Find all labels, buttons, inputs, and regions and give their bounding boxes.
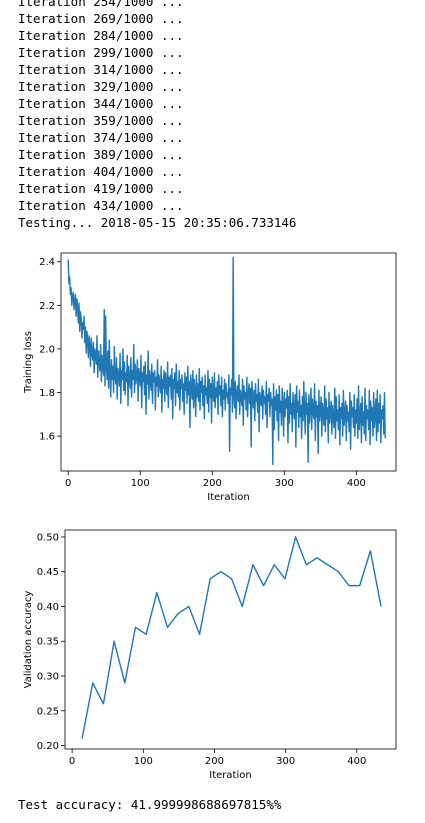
y-tick-label: 1.8 (39, 388, 55, 399)
log-line: Iteration 434/1000 ... (18, 198, 184, 213)
training-loss-plot: 0 100 200 300 400 1.6 1.8 2.0 2.2 2.4 Iteration Tra… (0, 246, 425, 508)
x-tick-label: 0 (69, 756, 75, 767)
plot-frame (64, 529, 397, 750)
log-line: Iteration 419/1000 ... (18, 181, 184, 196)
log-line: Iteration 329/1000 ... (18, 79, 184, 94)
y-tick-label: 2.4 (39, 257, 55, 268)
log-line: Iteration 374/1000 ... (18, 130, 184, 145)
validation-accuracy-chart: 0 100 200 300 400 0.20 0.25 0.30 0.35 0.40 0.45 0.5… (23, 529, 397, 781)
series-line (81, 536, 382, 739)
log-line: Iteration 404/1000 ... (18, 164, 184, 179)
x-tick-label: 300 (276, 756, 295, 767)
log-lines: Iteration 254/1000 ... Iteration 269/1000… (18, 0, 296, 231)
y-tick-label: 0.30 (37, 672, 59, 683)
y-tick-label: 1.6 (39, 432, 55, 443)
y-axis-label: Training loss (23, 331, 34, 394)
y-tick-label: 0.50 (37, 532, 59, 543)
log-line: Iteration 254/1000 ... (18, 0, 184, 9)
x-axis-label: Iteration (207, 492, 249, 503)
x-axis-label: Iteration (209, 770, 251, 781)
series-line (67, 256, 386, 466)
x-tick-label: 200 (205, 756, 224, 767)
log-line: Iteration 299/1000 ... (18, 45, 184, 60)
log-line: Iteration 359/1000 ... (18, 113, 184, 128)
y-tick-label: 2.2 (39, 301, 55, 312)
y-tick-label: 0.35 (37, 637, 59, 648)
log-line: Iteration 269/1000 ... (18, 11, 184, 26)
x-tick-label: 400 (347, 756, 366, 767)
log-line: Iteration 344/1000 ... (18, 96, 184, 111)
x-tick-label: 100 (131, 478, 150, 489)
x-tick-label: 0 (65, 478, 71, 489)
y-tick-label: 0.45 (37, 567, 59, 578)
log-line: Testing... 2018-05-15 20:35:06.733146 (18, 215, 297, 230)
training-loss-chart: 0 100 200 300 400 1.6 1.8 2.0 2.2 2.4 Iteration Tra… (23, 252, 397, 503)
y-tick-label: 0.20 (37, 741, 59, 752)
x-tick-label: 400 (347, 478, 366, 489)
y-tick-label: 0.40 (37, 602, 59, 613)
validation-accuracy-plot: 0 100 200 300 400 0.20 0.25 0.30 0.35 0.40 0.45 0.5… (0, 524, 425, 786)
y-axis-label: Validation accuracy (23, 591, 34, 689)
x-tick-label: 100 (134, 756, 153, 767)
log-line: Iteration 389/1000 ... (18, 147, 184, 162)
y-tick-label: 0.25 (37, 706, 59, 717)
log-line: Iteration 314/1000 ... (18, 62, 184, 77)
test-accuracy-text: Test accuracy: 41.999998688697815%% (18, 797, 282, 812)
x-tick-label: 300 (275, 478, 294, 489)
y-tick-label: 2.0 (39, 344, 55, 355)
log-line: Iteration 284/1000 ... (18, 28, 184, 43)
x-tick-label: 200 (203, 478, 222, 489)
